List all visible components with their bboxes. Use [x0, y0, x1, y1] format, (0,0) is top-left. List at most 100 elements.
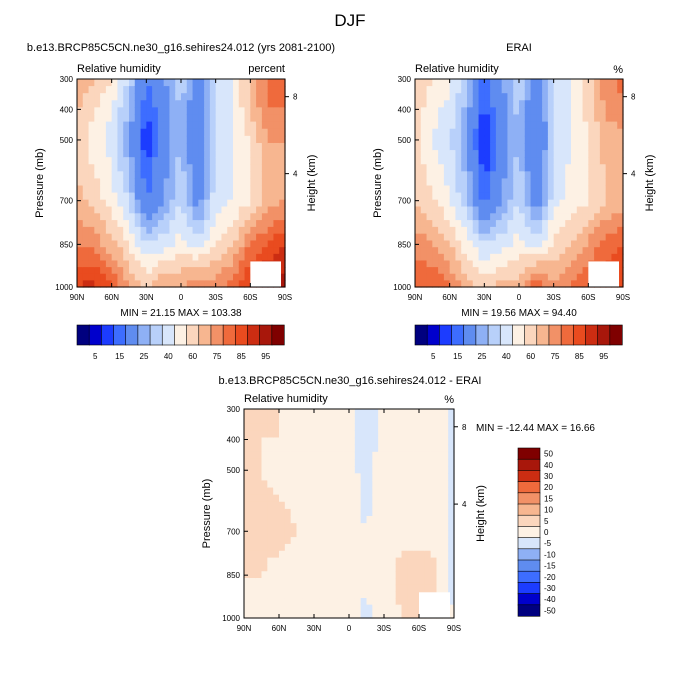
field-cell	[261, 121, 269, 130]
field-cell	[372, 584, 379, 592]
field-cell	[186, 253, 194, 262]
field-cell	[565, 164, 572, 172]
panel-difference-left-label: Relative humidity	[244, 393, 328, 405]
field-cell	[378, 437, 385, 446]
field-cell	[331, 516, 338, 524]
field-cell	[308, 598, 315, 606]
y-tick-label: 400	[60, 105, 74, 114]
field-cell	[152, 253, 159, 262]
field-cell	[461, 178, 468, 187]
field-cell	[467, 157, 474, 165]
field-cell	[378, 611, 385, 619]
field-cell	[430, 530, 438, 538]
field-cell	[129, 128, 136, 137]
field-cell	[401, 466, 408, 474]
field-cell	[337, 487, 344, 496]
field-cell	[296, 578, 303, 586]
field-cell	[290, 487, 298, 496]
field-cell	[163, 192, 171, 201]
colorbar-label: 60	[526, 352, 535, 361]
field-cell	[420, 240, 428, 248]
field-cell	[582, 93, 589, 101]
field-cell	[233, 121, 240, 130]
field-cell	[490, 253, 497, 262]
field-cell	[244, 501, 251, 510]
field-cell	[519, 164, 526, 172]
field-cell	[588, 240, 595, 248]
field-cell	[325, 530, 333, 538]
field-cell	[94, 128, 101, 137]
field-cell	[105, 206, 113, 214]
field-cell	[605, 220, 613, 228]
field-cell	[571, 178, 578, 187]
field-cell	[360, 564, 368, 572]
field-cell	[261, 516, 268, 524]
field-cell	[157, 199, 165, 208]
field-cell	[256, 114, 263, 123]
field-cell	[192, 260, 199, 268]
field-cell	[455, 253, 462, 262]
field-cell	[169, 273, 176, 281]
field-cell	[565, 267, 572, 275]
field-cell	[129, 164, 136, 172]
field-cell	[273, 430, 280, 439]
field-cell	[117, 267, 124, 275]
field-cell	[495, 253, 503, 262]
field-cell	[378, 451, 385, 460]
field-cell	[467, 107, 474, 116]
field-cell	[175, 233, 182, 242]
field-cell	[192, 192, 199, 201]
field-cell	[349, 604, 356, 612]
field-cell	[565, 178, 572, 187]
field-cell	[455, 171, 462, 180]
field-cell	[227, 157, 234, 165]
field-cell	[163, 273, 171, 281]
field-cell	[443, 199, 451, 208]
field-cell	[389, 564, 397, 572]
field-cell	[146, 157, 153, 165]
field-cell	[389, 537, 397, 545]
field-cell	[302, 508, 309, 517]
field-cell	[249, 437, 257, 446]
field-cell	[413, 480, 420, 489]
field-cell	[449, 226, 457, 235]
field-cell	[279, 451, 286, 460]
field-cell	[438, 164, 445, 172]
field-cell	[588, 206, 595, 214]
field-cell	[88, 114, 95, 123]
field-cell	[261, 128, 269, 137]
field-cell	[420, 128, 428, 137]
field-cell	[611, 114, 618, 123]
field-cell	[611, 100, 618, 108]
field-cell	[146, 247, 153, 255]
field-cell	[513, 178, 520, 187]
field-cell	[490, 185, 497, 194]
field-cell	[244, 199, 251, 208]
field-cell	[129, 280, 136, 288]
field-cell	[117, 233, 124, 242]
field-cell	[244, 516, 251, 524]
field-cell	[366, 516, 373, 524]
field-cell	[221, 247, 228, 255]
field-cell	[389, 409, 397, 417]
field-cell	[140, 121, 147, 130]
field-cell	[337, 466, 344, 474]
field-cell	[415, 128, 422, 137]
field-cell	[279, 86, 286, 94]
field-cell	[513, 171, 520, 180]
field-cell	[576, 114, 584, 123]
field-cell	[215, 233, 223, 242]
field-cell	[198, 171, 205, 180]
y-tick-label: 850	[60, 240, 74, 249]
field-cell	[594, 185, 601, 194]
field-cell	[181, 233, 188, 242]
field-cell	[553, 213, 561, 221]
field-cell	[343, 458, 350, 467]
field-cell	[443, 171, 451, 180]
field-cell	[215, 213, 223, 221]
field-cell	[426, 86, 433, 94]
field-cell	[472, 267, 480, 275]
field-cell	[484, 199, 491, 208]
field-cell	[372, 598, 379, 606]
field-cell	[594, 226, 601, 235]
